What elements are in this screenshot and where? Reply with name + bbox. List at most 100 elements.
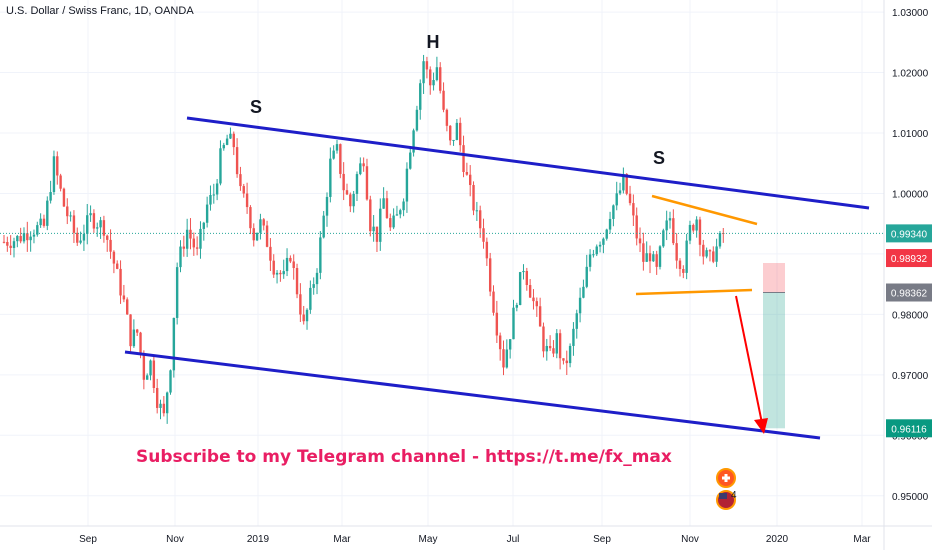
candle-body xyxy=(282,271,285,275)
candle-body xyxy=(688,224,692,241)
x-tick-label: May xyxy=(419,534,438,545)
drawings: S H S Subscribe to my Telegram channel - ht… xyxy=(0,32,884,510)
candle-body xyxy=(715,246,718,262)
candle-body xyxy=(575,313,578,329)
y-tick-label: 1.01000 xyxy=(892,129,929,140)
candle-body xyxy=(608,218,612,230)
candle-body xyxy=(469,174,472,186)
candle-body xyxy=(665,220,668,231)
candle-body xyxy=(625,173,628,194)
candle-body xyxy=(618,190,622,194)
candle-body xyxy=(16,235,19,242)
candle-body xyxy=(136,329,139,333)
candle-body xyxy=(26,233,29,241)
candle-body xyxy=(592,254,595,256)
candle-body xyxy=(175,267,179,318)
candle-body xyxy=(595,246,598,255)
candle-body xyxy=(409,152,412,169)
candle-body xyxy=(126,299,129,315)
candle-body xyxy=(222,144,225,149)
candle-body xyxy=(542,326,545,352)
candle-body xyxy=(245,193,249,208)
grid xyxy=(0,0,884,526)
candle-body xyxy=(678,260,682,269)
target-price-label: 0.96116 xyxy=(891,424,927,435)
candle-body xyxy=(385,198,389,219)
candle-body xyxy=(685,240,688,273)
candle-body xyxy=(145,375,149,380)
forecast-arrow-head xyxy=(754,418,768,434)
candle-body xyxy=(112,251,116,264)
candle-body xyxy=(588,254,592,267)
candle-body xyxy=(402,201,405,211)
candle-body xyxy=(19,235,22,242)
candle-body xyxy=(12,241,16,248)
candle-body xyxy=(392,215,395,228)
candle-body xyxy=(632,203,635,216)
candle-body xyxy=(422,61,425,84)
candle-body xyxy=(195,247,199,249)
candle-body xyxy=(302,314,305,322)
candle-body xyxy=(342,173,345,191)
candle-body xyxy=(548,345,552,349)
candle-body xyxy=(568,345,572,364)
candle-body xyxy=(2,241,6,243)
entry-price-label-bg xyxy=(886,283,932,302)
candle-body xyxy=(545,345,548,352)
y-tick-label: 1.00000 xyxy=(892,189,929,200)
candle-body xyxy=(578,297,582,314)
candle-body xyxy=(455,122,459,140)
candle-body xyxy=(332,150,335,159)
candle-body xyxy=(682,268,685,273)
y-tick-label: 0.95000 xyxy=(892,492,929,503)
candle-body xyxy=(262,219,265,226)
candle-body xyxy=(205,204,209,223)
candle-body xyxy=(315,272,319,285)
candle-body xyxy=(449,125,452,141)
pattern-label: S xyxy=(250,97,262,117)
candle-body xyxy=(339,144,342,174)
candle-body xyxy=(239,174,242,187)
x-tick-label: Mar xyxy=(333,534,351,545)
candle-body xyxy=(59,175,62,189)
wedge-lower-line xyxy=(635,288,753,296)
candle-body xyxy=(252,228,255,241)
candle-body xyxy=(705,250,708,257)
channel-upper-line xyxy=(186,116,870,210)
candle-body xyxy=(355,174,359,194)
candle-body xyxy=(29,236,32,241)
current-price-label: 0.99340 xyxy=(891,229,928,240)
candle-body xyxy=(132,329,136,347)
candle-body xyxy=(382,198,385,209)
candle-body xyxy=(462,145,465,173)
candle-body xyxy=(525,270,529,286)
y-tick-label: 1.03000 xyxy=(892,8,929,19)
candle-body xyxy=(295,268,299,295)
candle-body xyxy=(435,67,439,81)
candle-body xyxy=(605,229,608,239)
candle-body xyxy=(442,90,445,110)
candle-body xyxy=(202,222,205,229)
candle-body xyxy=(498,335,502,350)
channel-lower-line xyxy=(124,350,821,440)
candle-body xyxy=(602,238,605,245)
candle-body xyxy=(612,205,615,219)
candle-body xyxy=(219,148,222,184)
candle-body xyxy=(702,244,705,257)
candle-body xyxy=(628,193,632,204)
candle-body xyxy=(329,158,332,197)
candle-body xyxy=(32,234,36,237)
candle-body xyxy=(275,272,279,275)
candle-body xyxy=(502,349,505,368)
candle-body xyxy=(46,200,49,226)
candle-body xyxy=(82,233,86,241)
candle-body xyxy=(96,227,99,229)
candle-body xyxy=(485,241,489,259)
candle-body xyxy=(635,215,638,239)
x-tick-label: Nov xyxy=(166,534,184,545)
candle-body xyxy=(399,210,402,215)
x-tick-label: Sep xyxy=(593,534,611,545)
